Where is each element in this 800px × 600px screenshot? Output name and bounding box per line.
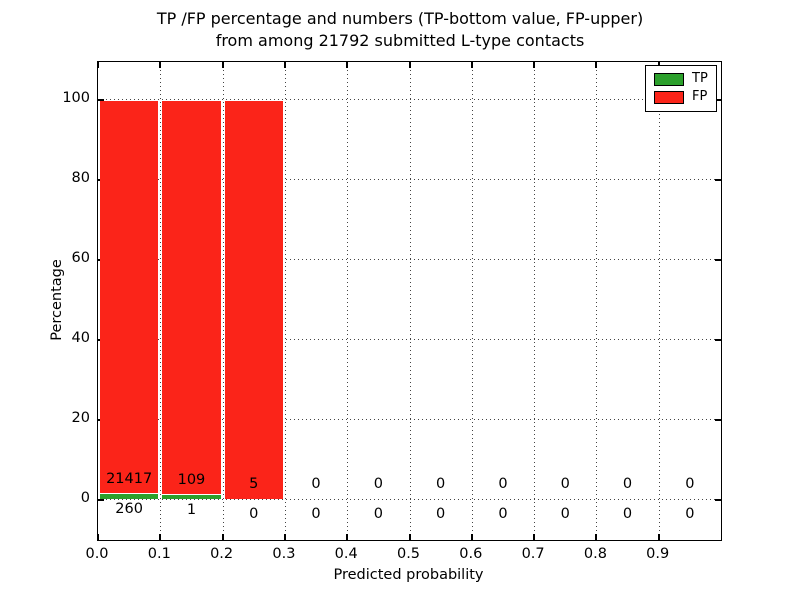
legend-entry-fp: FP xyxy=(646,88,716,106)
y-tick-label: 60 xyxy=(71,250,90,266)
bar-tp xyxy=(100,494,159,499)
chart-title-line2: from among 21792 submitted L-type contac… xyxy=(215,31,585,50)
y-tick-left xyxy=(98,498,104,501)
x-tick-label: 0.5 xyxy=(396,546,421,562)
chart-title: TP /FP percentage and numbers (TP-bottom… xyxy=(40,8,760,52)
tp-count-label: 260 xyxy=(115,501,143,517)
x-tick-label: 0.6 xyxy=(459,546,483,562)
fp-count-label: 109 xyxy=(177,472,206,488)
y-tick-right xyxy=(715,178,721,181)
y-tick-label: 0 xyxy=(80,490,90,506)
x-tick-top xyxy=(97,62,99,68)
fp-count-label: 21417 xyxy=(106,471,153,487)
gridline-vertical xyxy=(658,62,660,540)
x-tick-label: 0.3 xyxy=(272,546,296,562)
tp-count-label: 0 xyxy=(560,506,570,522)
x-tick-label: 0.2 xyxy=(210,546,234,562)
bar-fp xyxy=(224,101,283,499)
y-tick-label: 40 xyxy=(71,330,90,346)
bar-fp xyxy=(162,101,221,494)
tp-count-label: 0 xyxy=(373,506,383,522)
y-tick-left xyxy=(98,98,104,101)
y-tick-right xyxy=(715,338,721,341)
x-axis-label: Predicted probability xyxy=(333,567,484,583)
x-tick-bottom xyxy=(159,534,162,540)
y-tick-label: 20 xyxy=(71,410,90,426)
x-tick-bottom xyxy=(408,534,411,540)
bar-tp xyxy=(162,495,221,499)
fp-count-label: 5 xyxy=(249,476,259,492)
fp-count-label: 0 xyxy=(311,476,321,492)
gridline-vertical xyxy=(471,62,473,540)
x-tick-bottom xyxy=(657,534,660,540)
tp-count-label: 0 xyxy=(685,506,695,522)
plot-area: TP FP 21417 260 109 1 5 0 0 0 0 0 0 0 0 0 0 0 0 0 0 0 xyxy=(97,61,722,541)
bar-fp xyxy=(100,101,159,493)
y-tick-label: 100 xyxy=(62,90,90,106)
legend-label-fp: FP xyxy=(692,89,708,104)
tp-count-label: 0 xyxy=(311,506,321,522)
y-tick-right xyxy=(715,498,721,501)
gridline-vertical xyxy=(222,62,224,540)
x-tick-bottom xyxy=(470,534,473,540)
x-tick-bottom xyxy=(97,534,99,540)
tp-count-label: 0 xyxy=(622,506,633,522)
x-tick-top xyxy=(159,62,162,68)
x-tick-top xyxy=(533,62,536,68)
tp-count-label: 0 xyxy=(436,506,446,522)
tp-count-label: 0 xyxy=(249,506,259,522)
legend-entry-tp: TP xyxy=(646,70,716,88)
x-tick-top xyxy=(346,62,349,68)
x-tick-label: 0.0 xyxy=(85,546,109,562)
x-tick-label: 0.9 xyxy=(646,546,670,562)
x-tick-top xyxy=(595,62,598,68)
chart-title-line1: TP /FP percentage and numbers (TP-bottom… xyxy=(156,9,644,28)
gridline-vertical xyxy=(596,62,598,540)
legend-label-tp: TP xyxy=(692,71,708,86)
legend: TP FP xyxy=(645,65,717,112)
legend-swatch-fp xyxy=(654,90,684,104)
x-tick-bottom xyxy=(221,534,224,540)
x-tick-bottom xyxy=(346,534,349,540)
y-tick-right xyxy=(715,418,721,421)
gridline-vertical xyxy=(409,62,411,540)
gridline-vertical xyxy=(284,62,286,540)
x-tick-bottom xyxy=(533,534,536,540)
tp-count-label: 1 xyxy=(186,502,197,518)
x-tick-top xyxy=(408,62,411,68)
gridline-vertical xyxy=(347,62,349,540)
gridline-vertical xyxy=(534,62,536,540)
y-tick-right xyxy=(715,258,721,261)
y-tick-right xyxy=(715,98,721,101)
x-tick-label: 0.1 xyxy=(147,546,171,562)
fp-count-label: 0 xyxy=(685,476,695,492)
gridline-vertical xyxy=(160,62,162,540)
fp-count-label: 0 xyxy=(560,476,570,492)
y-tick-label: 80 xyxy=(71,170,90,186)
x-tick-top xyxy=(221,62,224,68)
x-tick-label: 0.4 xyxy=(334,546,358,562)
x-tick-label: 0.7 xyxy=(521,546,545,562)
x-tick-label: 0.8 xyxy=(583,546,607,562)
legend-swatch-tp xyxy=(654,72,684,86)
fp-count-label: 0 xyxy=(436,476,446,492)
x-tick-top xyxy=(283,62,286,68)
tp-count-label: 0 xyxy=(498,506,508,522)
fp-count-label: 0 xyxy=(373,476,383,492)
x-tick-bottom xyxy=(595,534,598,540)
fp-count-label: 0 xyxy=(498,476,508,492)
x-tick-top xyxy=(470,62,473,68)
fp-count-label: 0 xyxy=(622,476,633,492)
x-tick-bottom xyxy=(283,534,286,540)
